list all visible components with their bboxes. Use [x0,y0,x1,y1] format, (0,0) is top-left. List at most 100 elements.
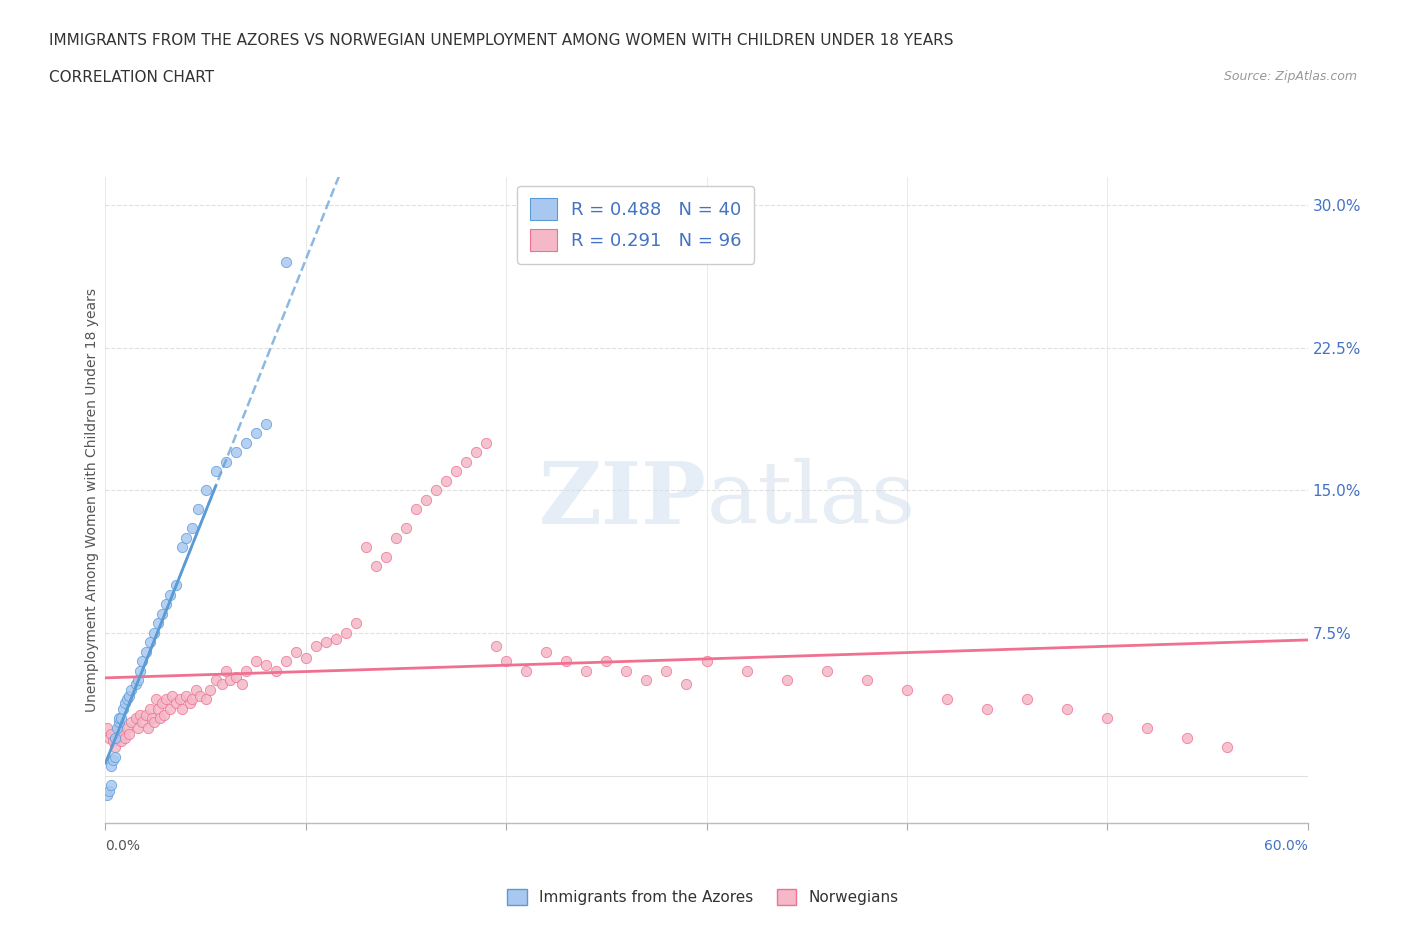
Point [135,707,157,722]
Point [335,626,357,641]
Point [274,255,297,270]
Point [444,464,467,479]
Point [405,502,427,517]
Point [211,677,233,692]
Point [96,721,118,736]
Point [194,483,217,498]
Point [142,626,165,641]
Point [315,635,337,650]
Point [218,673,240,688]
Point [1097,711,1119,726]
Point [110,734,132,749]
Point [274,654,297,669]
Point [117,692,139,707]
Point [534,644,557,659]
Point [127,721,149,736]
Point [225,445,247,459]
Point [135,644,157,659]
Point [225,670,247,684]
Point [174,530,197,545]
Point [128,707,150,722]
Point [214,663,236,678]
Text: 0.0%: 0.0% [105,839,141,853]
Point [1216,739,1239,754]
Point [364,559,387,574]
Point [107,730,129,745]
Point [194,692,217,707]
Point [235,663,257,678]
Text: CORRELATION CHART: CORRELATION CHART [49,70,214,85]
Point [124,677,146,692]
Point [815,663,838,678]
Point [295,650,318,665]
Point [100,726,122,741]
Point [146,701,169,716]
Point [425,483,447,498]
Point [976,701,998,716]
Point [180,521,202,536]
Point [204,464,226,479]
Point [675,677,697,692]
Point [434,473,457,488]
Point [454,455,477,470]
Point [204,673,226,688]
Point [128,663,150,678]
Point [170,701,193,716]
Point [485,639,508,654]
Point [104,749,127,764]
Point [155,692,177,707]
Point [1017,692,1039,707]
Point [104,739,127,754]
Point [121,683,143,698]
Point [107,721,129,736]
Point [138,701,160,716]
Point [114,730,136,745]
Point [655,663,678,678]
Point [515,663,537,678]
Point [100,759,122,774]
Point [159,701,181,716]
Point [124,711,146,726]
Text: ZIP: ZIP [538,458,707,542]
Point [159,588,181,603]
Point [254,417,277,432]
Point [188,688,211,703]
Point [325,631,347,646]
Point [114,696,136,711]
Point [112,701,135,716]
Point [152,707,174,722]
Point [184,683,207,698]
Point [180,692,202,707]
Point [169,692,191,707]
Point [735,663,758,678]
Text: IMMIGRANTS FROM THE AZORES VS NORWEGIAN UNEMPLOYMENT AMONG WOMEN WITH CHILDREN U: IMMIGRANTS FROM THE AZORES VS NORWEGIAN … [49,33,953,47]
Point [138,635,160,650]
Point [1177,730,1199,745]
Point [112,726,135,741]
Point [245,654,267,669]
Point [855,673,877,688]
Point [155,597,177,612]
Point [235,435,257,450]
Point [141,711,163,726]
Point [127,673,149,688]
Legend: R = 0.488   N = 40, R = 0.291   N = 96: R = 0.488 N = 40, R = 0.291 N = 96 [517,186,755,264]
Point [145,692,167,707]
Point [100,777,122,792]
Point [555,654,578,669]
Point [374,550,398,565]
Point [165,578,187,592]
Point [231,677,253,692]
Point [108,711,131,726]
Point [415,493,437,508]
Point [575,663,598,678]
Point [103,753,125,768]
Point [110,711,132,726]
Point [214,455,236,470]
Point [187,502,209,517]
Point [121,715,143,730]
Point [98,783,121,798]
Point [136,721,159,736]
Legend: Immigrants from the Azores, Norwegians: Immigrants from the Azores, Norwegians [501,883,905,911]
Point [104,730,127,745]
